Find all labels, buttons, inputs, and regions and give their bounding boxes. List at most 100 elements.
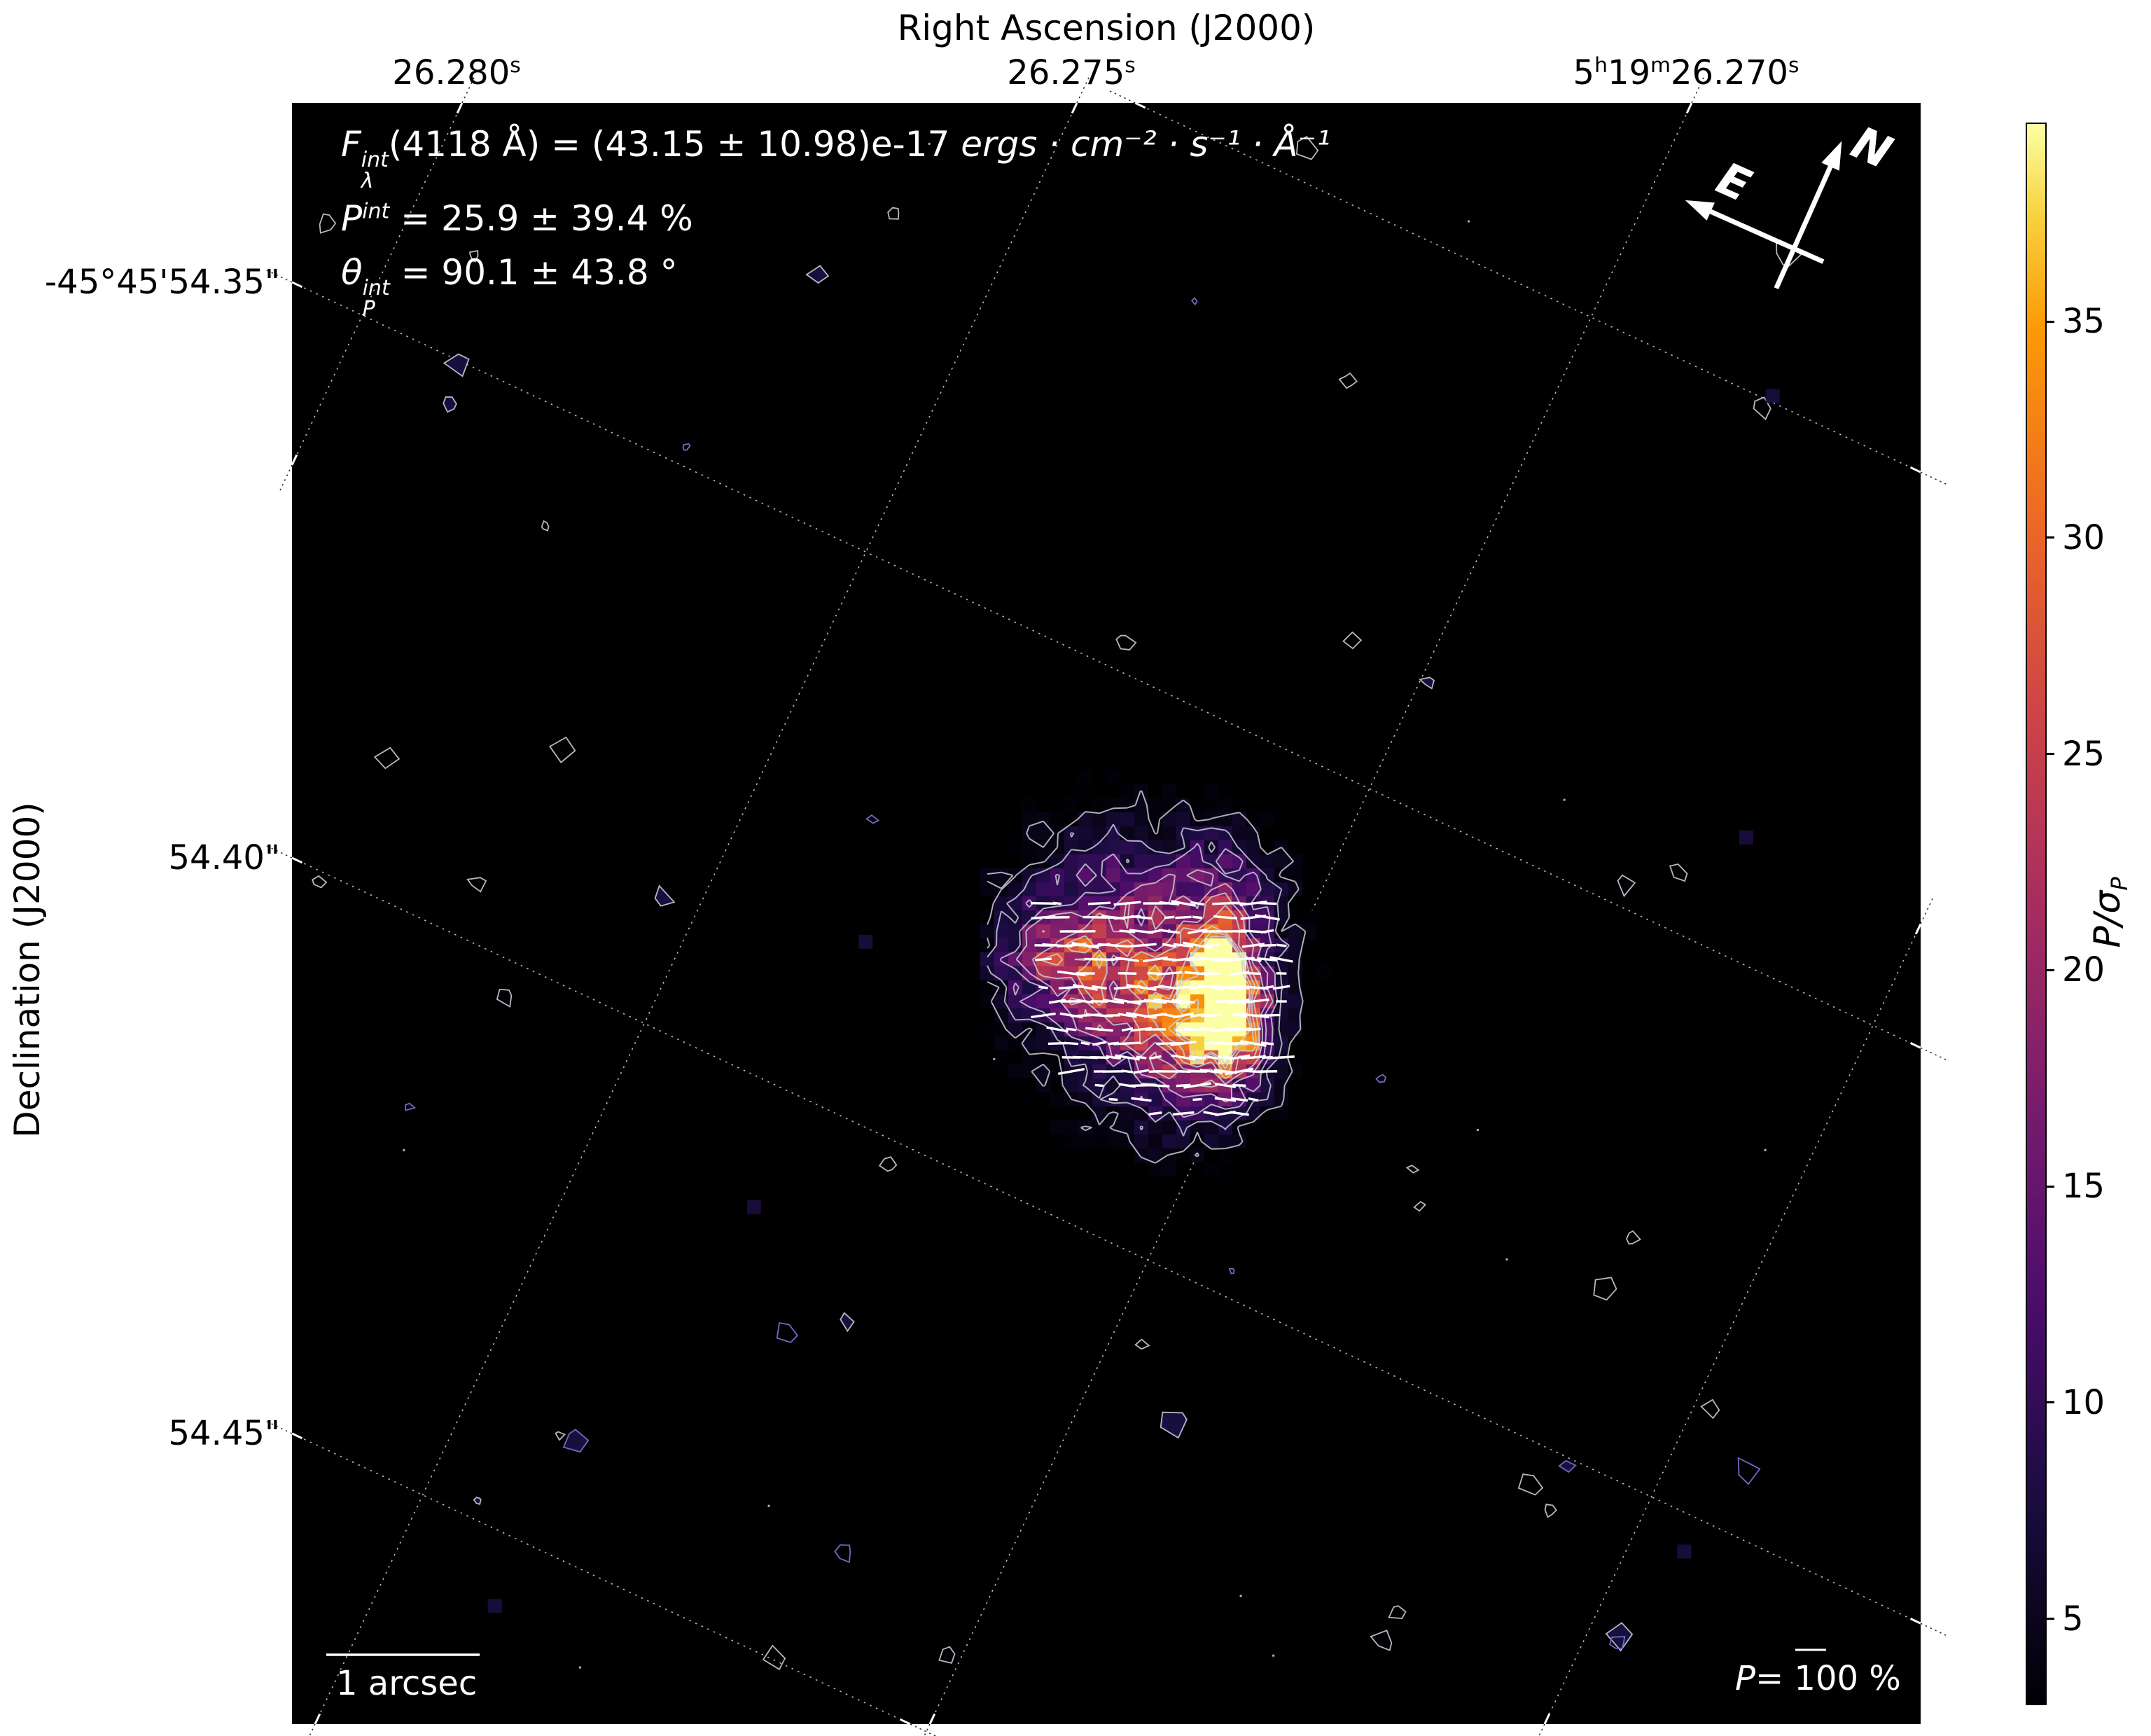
heatmap-pixel [1274,1106,1288,1120]
heatmap-pixel [1302,910,1316,924]
heatmap-pixel [1022,840,1036,854]
heatmap-pixel [1190,826,1204,840]
polarization-vector [1113,901,1141,906]
polarization-vector [1269,956,1293,963]
polarization-vector [1231,1013,1248,1018]
heatmap-pixel [1022,1050,1036,1064]
heatmap-pixel [1162,1120,1176,1134]
heatmap-pixel [994,868,1008,882]
polarization-vector [1115,956,1139,963]
heatmap-pixel [1218,1008,1232,1022]
noise-contour-speckle [469,250,479,263]
heatmap-pixel [994,1036,1008,1050]
polarization-vector [1118,972,1137,975]
polarization-vector [1260,985,1274,990]
heatmap-pixel [1232,854,1246,868]
noise-contour-speckle [496,988,513,1008]
heatmap-pixel [1162,812,1176,826]
tick-connector [1538,1723,1545,1736]
wcs-grid-line [292,282,1921,1048]
noise-contour-speckle [443,396,457,413]
axis-tick [1134,103,1146,109]
heatmap-pixel [980,868,994,882]
heatmap-pixel [1218,854,1232,868]
heatmap-pixel [1148,1120,1162,1134]
heatmap-pixel [1134,840,1148,854]
polarization-vector [1102,999,1125,1004]
heatmap-pixel [1288,966,1302,980]
heatmap-pixel [1218,1120,1232,1134]
noise-contour-speckle [1190,297,1198,306]
heatmap-pixel [1204,840,1218,854]
heatmap-pixel [1022,938,1036,952]
heatmap-pixel [1120,798,1134,812]
heatmap-pixel [980,952,994,966]
polarization-vector [1230,1097,1248,1102]
heatmap-pixel [1022,812,1036,826]
heatmap-pixel [1246,854,1260,868]
heatmap-pixel [1148,1134,1162,1148]
heatmap-pixel [1078,1092,1092,1106]
heatmap-pixel [1162,868,1176,882]
polarization-vector [1171,1054,1196,1061]
polarization-vector [1149,1055,1162,1060]
polarization-vector [1276,943,1287,947]
heatmap-pixel [1008,1064,1022,1078]
heatmap-pixel [1148,1092,1162,1106]
colorbar-tick-mark [2045,1401,2054,1404]
scalebar-label: 1 arcsec [336,1664,478,1703]
heatmap-pixel [1246,1120,1260,1134]
polarization-vector [1258,943,1276,947]
heatmap-pixel [1134,896,1148,910]
heatmap-pixel [1106,896,1120,910]
noise-contour-speckle [654,884,676,907]
polarization-vector [1200,1013,1223,1018]
polarization-vector [1170,1040,1197,1047]
heatmap-pixel [1176,826,1190,840]
heatmap-pixel [1106,1120,1120,1134]
noise-contour-speckle [1544,1504,1557,1518]
noise-contour-speckle [1370,1630,1393,1651]
heatmap-pixel [994,994,1008,1008]
heatmap-pixel [1120,1106,1134,1120]
heatmap-pixel [1134,882,1148,896]
heatmap-pixel [1092,854,1106,868]
heatmap-pixel [1204,994,1218,1008]
heatmap-pixel [1162,1092,1176,1106]
heatmap-pixel [1050,1092,1064,1106]
heatmap-pixel [1232,882,1246,896]
heatmap-pixel [1092,840,1106,854]
heatmap-pixel [1092,882,1106,896]
heatmap-pixel [1134,798,1148,812]
heatmap-pixel [1204,826,1218,840]
axis-tick [1909,1618,1921,1625]
heatmap-pixel [1106,1134,1120,1148]
heatmap-pixel [1302,938,1316,952]
noise-contour-speckle [1160,1411,1188,1439]
heatmap-pixel [1316,966,1330,980]
polarization-vector [1183,941,1212,950]
colorbar [2026,123,2047,1705]
heatmap-pixel [1204,868,1218,882]
polarization-vector [1171,900,1196,907]
heatmap-pixel [1050,952,1064,966]
noise-contour-speckle [555,1431,566,1441]
polarization-vector [1121,1027,1134,1032]
compass-north-arrowhead [1821,141,1842,171]
ra-tick-value: 26.270 [1671,53,1788,92]
polarization-vector [1215,999,1236,1004]
noise-contour-speckle [776,1321,799,1344]
noise-contour-speckle [1753,396,1771,421]
axis-tick [899,1718,911,1724]
polarization-vector [1046,1026,1068,1033]
heatmap-pixel [1288,1106,1302,1120]
heatmap-pixel [1064,854,1078,868]
heatmap-pixel [1106,812,1120,826]
noise-contour-speckle [311,875,328,889]
heatmap-pixel [1288,1064,1302,1078]
colorbar-tick-mark [2045,968,2054,971]
noise-dot [993,1057,996,1061]
tick-connector [279,464,293,492]
heatmap-pixel [1022,1022,1036,1036]
heatmap-pixel [1288,1008,1302,1022]
